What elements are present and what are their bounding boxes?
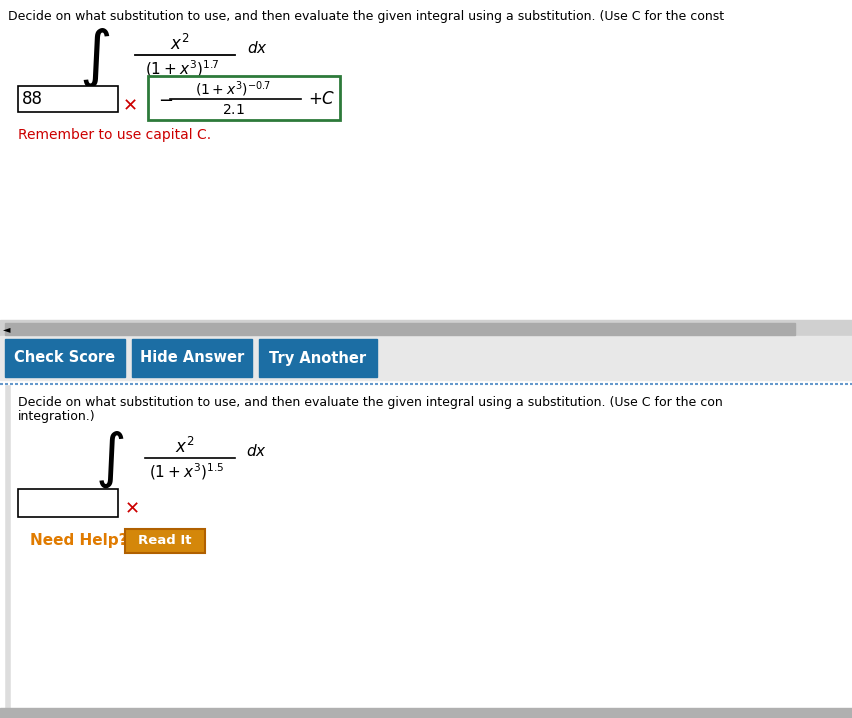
Text: Need Help?: Need Help?	[30, 533, 128, 548]
FancyBboxPatch shape	[259, 339, 377, 377]
Bar	[148, 76, 340, 120]
Text: ◄: ◄	[3, 324, 10, 334]
Text: $x^2$: $x^2$	[176, 437, 194, 457]
Text: integration.): integration.)	[18, 410, 95, 423]
Bar	[0, 708, 852, 718]
Bar	[0, 320, 852, 338]
Bar	[18, 489, 118, 517]
Text: $+ C$: $+ C$	[308, 90, 336, 108]
Text: Try Another: Try Another	[269, 350, 366, 365]
Text: $dx$: $dx$	[247, 40, 268, 56]
Text: ✕: ✕	[123, 97, 137, 115]
Bar	[0, 336, 852, 380]
Text: Check Score: Check Score	[14, 350, 116, 365]
Text: ✕: ✕	[124, 500, 140, 518]
Text: $dx$: $dx$	[246, 443, 267, 459]
Text: $(1 + x^3)^{1.5}$: $(1 + x^3)^{1.5}$	[149, 462, 225, 482]
Text: $x^2$: $x^2$	[170, 34, 190, 54]
Text: $-$: $-$	[158, 90, 173, 108]
FancyBboxPatch shape	[132, 339, 252, 377]
Text: $\int$: $\int$	[95, 429, 124, 490]
Bar	[0, 0, 852, 328]
Bar	[5, 323, 795, 335]
Text: $(1 + x^3)^{1.7}$: $(1 + x^3)^{1.7}$	[145, 59, 219, 80]
FancyBboxPatch shape	[5, 339, 125, 377]
Text: $\int$: $\int$	[79, 26, 111, 90]
Text: Decide on what substitution to use, and then evaluate the given integral using a: Decide on what substitution to use, and …	[18, 396, 722, 409]
Bar	[0, 385, 852, 718]
Text: $2.1$: $2.1$	[222, 103, 245, 117]
Text: Decide on what substitution to use, and then evaluate the given integral using a: Decide on what substitution to use, and …	[8, 10, 724, 23]
Text: Remember to use capital C.: Remember to use capital C.	[18, 128, 211, 142]
Bar	[18, 86, 118, 112]
Text: Read It: Read It	[138, 533, 192, 546]
Text: 88: 88	[22, 90, 43, 108]
Text: $(1 + x^3)^{-0.7}$: $(1 + x^3)^{-0.7}$	[195, 79, 271, 99]
Text: Hide Answer: Hide Answer	[140, 350, 245, 365]
Bar	[125, 529, 205, 553]
